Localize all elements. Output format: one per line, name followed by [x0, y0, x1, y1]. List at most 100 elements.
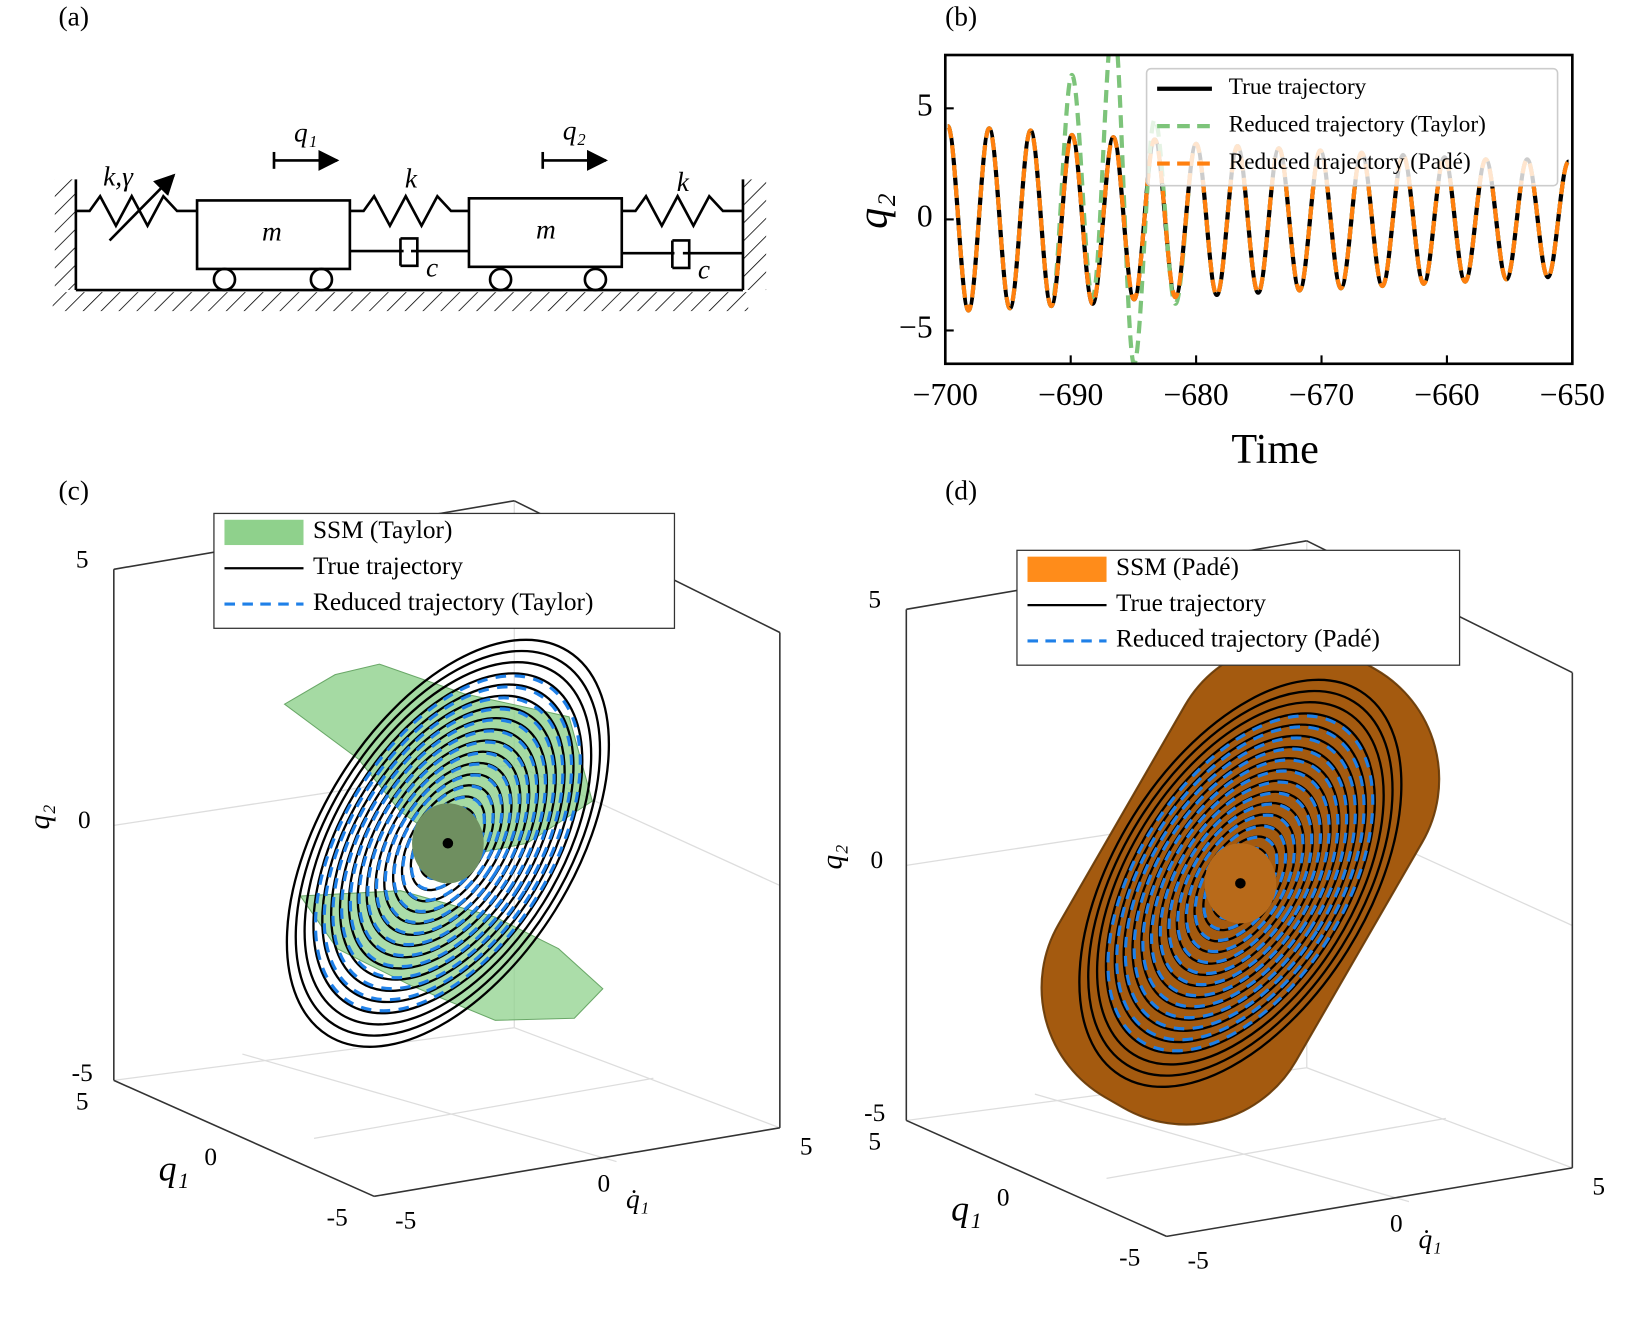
- wall-hatch: [742, 179, 767, 291]
- legend-label: Reduced trajectory (Padé): [1229, 149, 1471, 175]
- axis-box: [905, 1119, 1167, 1238]
- wheel: [583, 267, 608, 292]
- x-axis-label: q̇₁: [1418, 1224, 1441, 1254]
- reduced-ring: [322, 685, 574, 1002]
- spring: [621, 193, 743, 229]
- x-tick-label: −700: [913, 377, 978, 412]
- axis-box: [1166, 1167, 1573, 1238]
- tick-label: 0: [997, 1183, 1010, 1211]
- legend-box: [1145, 67, 1559, 187]
- reduced-ring: [1106, 714, 1375, 1053]
- legend-label: True trajectory: [1116, 589, 1266, 617]
- reduced-ring: [1167, 791, 1314, 976]
- legend-label: SSM (Padé): [1116, 553, 1239, 581]
- panel-label: (b): [945, 1, 977, 31]
- grid-line: [1306, 1067, 1573, 1169]
- damper: [621, 239, 743, 270]
- reduced-ring: [383, 762, 513, 925]
- panel-label: (d): [945, 476, 977, 506]
- tick-label: 0: [598, 1170, 611, 1198]
- reduced-ring: [1176, 802, 1305, 965]
- tick-label: -5: [327, 1203, 348, 1231]
- reduced-ring: [1150, 769, 1331, 998]
- reduced-ring: [357, 729, 539, 958]
- legend-label: SSM (Taylor): [313, 516, 452, 544]
- legend-label: Reduced trajectory (Taylor): [313, 588, 593, 616]
- x-tick-label: −690: [1038, 377, 1103, 412]
- y-tick-label: 0: [917, 199, 933, 234]
- x-tick-label: −680: [1163, 377, 1228, 412]
- spring-label: k: [405, 164, 418, 194]
- y-axis-label: q₂: [849, 193, 896, 229]
- displacement-label: q₂: [563, 115, 586, 145]
- trajectory-ring: [294, 649, 602, 1037]
- legend-label: Reduced trajectory (Taylor): [1229, 111, 1486, 137]
- legend-swatch: [1027, 556, 1107, 582]
- tick-label: -5: [1119, 1243, 1140, 1271]
- ground-hatch: [52, 292, 749, 312]
- reduced-ring: [348, 718, 547, 969]
- wall-hatch: [54, 179, 76, 291]
- spring: [349, 193, 469, 229]
- damper-label: c: [426, 252, 438, 282]
- legend-swatch: [224, 519, 304, 546]
- tick-label: 5: [76, 1087, 89, 1115]
- tick-label: 5: [1592, 1173, 1605, 1201]
- wheel: [488, 267, 513, 292]
- trajectory-ring: [1087, 689, 1394, 1077]
- reduced-ring: [1132, 747, 1349, 1020]
- z-axis-label: q₂: [816, 844, 848, 869]
- line-chart: −700 −690 −680 −670 −660 −650 −5 0 5 True traject…: [899, 55, 1605, 412]
- axis-box: [373, 1127, 780, 1198]
- spring-label: k,γ: [103, 162, 134, 192]
- panel-label: (c): [59, 476, 89, 506]
- panel-label: (a): [59, 1, 89, 31]
- spring: [75, 193, 198, 229]
- plot-frame: [943, 53, 1574, 366]
- legend-label: True trajectory: [1229, 74, 1367, 100]
- damper: [349, 237, 469, 268]
- tick-label: 0: [78, 806, 91, 834]
- mass-label: m: [536, 214, 556, 244]
- y-tick-label: −5: [899, 310, 933, 345]
- center-point: [442, 838, 454, 849]
- reduced-ring: [1141, 758, 1340, 1009]
- mechanical-diagram: [52, 149, 767, 312]
- x-axis-label: q̇₁: [626, 1184, 649, 1214]
- trajectory-ring: [1095, 701, 1385, 1066]
- z-axis-label: q₂: [24, 804, 56, 829]
- trajectory-ring: [285, 638, 611, 1048]
- reduced-ring: [366, 740, 530, 947]
- grid-line: [313, 1077, 654, 1139]
- tick-label: 0: [204, 1143, 217, 1171]
- reduced-ring: [1115, 725, 1366, 1042]
- grid-line: [514, 1027, 781, 1129]
- reduced-ring: [392, 773, 504, 914]
- tick-label: 0: [1390, 1210, 1403, 1238]
- reduced-ring: [313, 674, 582, 1013]
- tick-label: 0: [870, 846, 883, 874]
- displacement-label: q₁: [294, 117, 317, 147]
- reduced-ring: [331, 696, 565, 991]
- wheel: [309, 267, 334, 292]
- tick-label: -5: [72, 1059, 93, 1087]
- center-point: [1235, 878, 1246, 889]
- x-tick-label: −670: [1289, 377, 1354, 412]
- x-axis-label: Time: [1231, 426, 1318, 473]
- legend-label: Reduced trajectory (Padé): [1116, 625, 1380, 653]
- damper-label: c: [698, 254, 710, 284]
- spring-label: k: [677, 167, 690, 197]
- trajectory-ring: [1078, 678, 1403, 1088]
- tick-label: -5: [395, 1206, 416, 1234]
- tick-label: 5: [800, 1133, 813, 1161]
- tick-label: 5: [868, 586, 881, 614]
- legend-label: True trajectory: [313, 552, 463, 580]
- y-tick-label: 5: [917, 88, 933, 123]
- tick-label: 5: [868, 1127, 881, 1155]
- y-axis-label: q₁: [951, 1188, 981, 1228]
